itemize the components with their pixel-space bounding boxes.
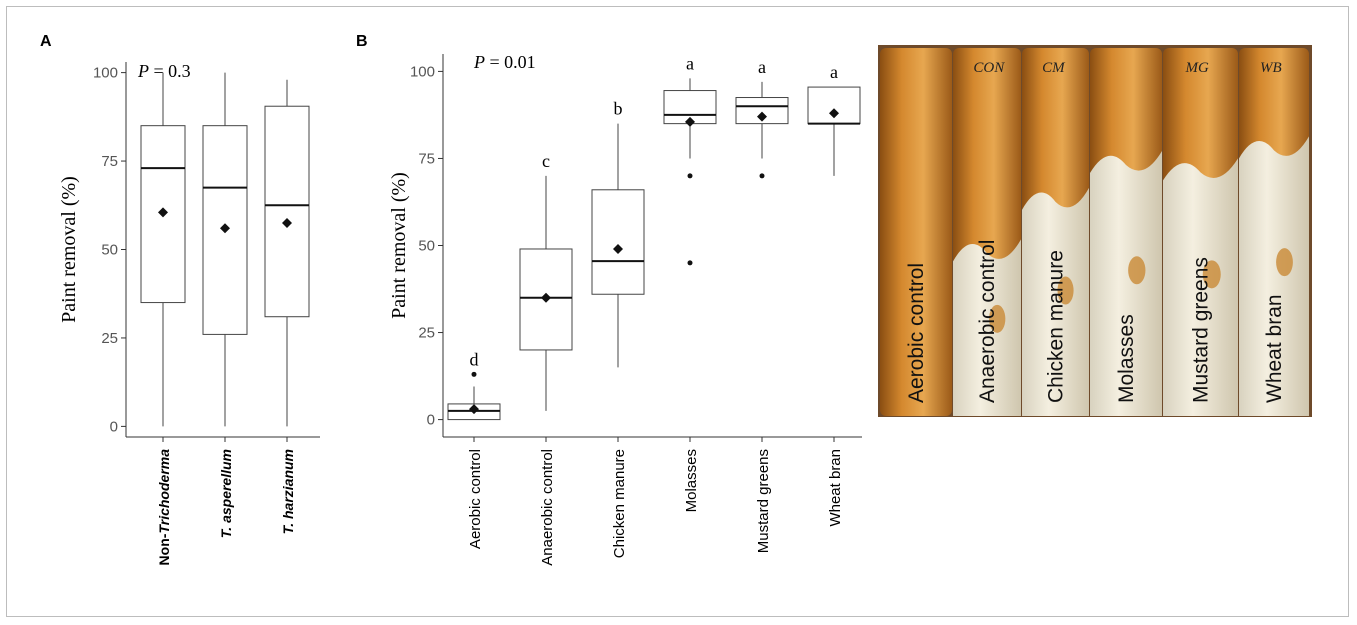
box-3 [264,79,310,427]
mean-marker [685,116,695,127]
x-tick-label: Anaerobic control [539,449,556,566]
x-tick-label: T. asperellum [218,449,234,538]
stripped-area [1022,187,1089,416]
handwritten-label: MG [1185,60,1209,76]
outlier-point [759,173,765,179]
box-2: c [519,151,573,411]
panel-label-a: A [40,33,52,50]
pipe-5: MG Mustard greens [1163,48,1238,416]
y-axis-title: Paint removal (%) [388,172,410,319]
pipe-photo: Aerobic control CON Anaerobic control CM Chi… [878,45,1312,417]
mean-marker [613,243,623,254]
pipe-label: Wheat bran [1263,294,1286,403]
x-tick-label: Molasses [683,449,700,512]
mean-marker [158,207,168,218]
stripped-area [1090,151,1162,417]
x-tick-label: Aerobic control [467,449,484,549]
x-tick-label: T. harzianum [280,449,296,534]
mean-marker [829,108,839,119]
figure-frame [6,6,1349,617]
paint-patch [1276,248,1293,277]
paint-patch [1057,276,1074,305]
outlier-point [687,173,693,179]
x-tick-label: Chicken manure [611,449,628,558]
mean-marker [220,223,230,234]
box-iqr [591,189,645,295]
mean-marker [541,292,551,303]
pipe-label: Chicken manure [1045,250,1068,403]
box-1 [140,72,186,427]
y-tick-label: 50 [418,238,435,255]
stripped-area [1239,136,1309,416]
p-value-annotation: P = 0.01 [473,52,536,72]
y-tick-label: 50 [101,242,118,259]
chart-b: 0 25 50 75 100 Paint removal (%) P = 0.01 d Aero… [388,52,862,566]
y-tick-label: 0 [110,418,118,435]
y-tick-label: 75 [101,153,118,170]
significance-letter: a [686,53,694,73]
stripped-area [1163,158,1238,416]
x-tick-label: Non-Trichoderma [156,449,172,566]
significance-letter: a [758,57,766,77]
mean-marker [757,111,767,122]
significance-letter: d [470,349,479,369]
x-tick-label: Mustard greens [755,449,772,553]
pipe-1: Aerobic control [880,48,952,416]
paint-patch [1128,256,1146,285]
pipe-4: Molasses [1090,48,1162,417]
pipe-body [880,48,952,416]
y-tick-label: 100 [93,65,118,82]
box-6: a [807,62,861,176]
significance-letter: b [614,99,623,119]
handwritten-label: CM [1042,60,1066,76]
mean-marker [282,217,292,228]
pipe-label: Molasses [1115,314,1138,403]
y-tick-label: 75 [418,150,435,167]
y-tick-label: 25 [101,330,118,347]
y-tick-label: 100 [410,63,435,80]
y-tick-label: 0 [427,412,435,429]
y-axis-title: Paint removal (%) [58,176,80,323]
pipe-6: WB Wheat bran [1239,48,1309,416]
box-iqr [264,105,310,318]
stripped-area [953,239,1021,416]
y-tick-label: 25 [418,325,435,342]
panel-label-b: B [356,33,368,50]
paint-patch [1202,260,1221,289]
pipe-2: CON Anaerobic control [953,48,1021,416]
pipe-label: Aerobic control [905,263,928,403]
chart-a: 0 25 50 75 100 Paint removal (%) P = 0.3 Non-Tr… [58,61,320,565]
outlier-point [687,260,693,266]
p-value-annotation: P = 0.3 [137,61,191,81]
box-1: d [447,349,501,421]
box-2 [202,72,248,427]
significance-letter: c [542,151,550,171]
box-3: b [591,99,645,368]
handwritten-label: CON [973,60,1005,76]
x-tick-label: Wheat bran [827,449,844,527]
box-4: a [663,53,717,266]
outlier-point [471,371,477,377]
handwritten-label: WB [1260,60,1282,76]
pipe-label: Anaerobic control [976,240,999,403]
box-5: a [735,57,789,179]
paint-patch [989,304,1006,333]
pipe-label: Mustard greens [1190,257,1213,403]
pipe-3: CM Chicken manure [1022,48,1089,416]
mean-marker [469,404,479,415]
significance-letter: a [830,62,838,82]
